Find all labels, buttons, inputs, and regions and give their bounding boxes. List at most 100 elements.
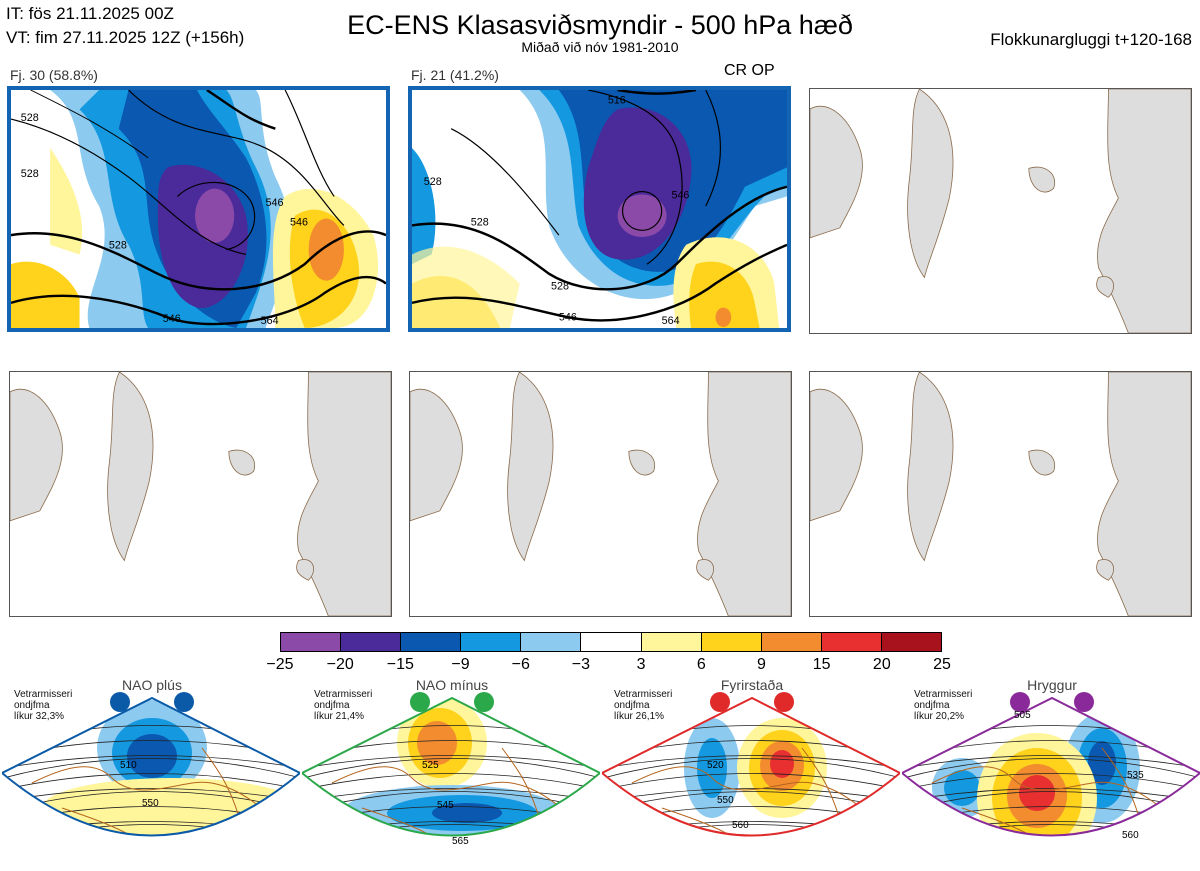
regime-diagram-1: 510 550 [2,692,300,837]
contour-label: 560 [1122,830,1139,841]
height-contour [602,773,900,793]
empty-map-graphic [410,372,791,616]
regime-marker-dot [174,692,194,712]
contour-label: 528 [471,217,489,229]
height-contour [902,855,1200,869]
contour-label: 546 [559,311,577,323]
colorbar-tick-label: 6 [696,656,706,673]
regime-probability: Vetrarmisseri ondjfma líkur 20,2% [914,689,972,722]
colorbar-swatch [641,633,702,651]
regime-outline [302,696,600,837]
height-contour [2,758,300,782]
height-contour [602,855,900,869]
regime-marker-dot [774,692,794,712]
regime-title: Fyrirstaða [720,677,784,693]
regime-outline [2,696,300,837]
colorbar-swatch [761,633,822,651]
colorbar-tick-label: −25 [266,656,294,673]
cr-op-label: CR OP [724,62,775,79]
height-contour [302,773,600,793]
colorbar-tick-label: 3 [636,656,646,673]
contour-label: 565 [452,836,469,847]
colorbar-tick-label: −9 [451,656,470,673]
regime-marker-dot [710,692,730,712]
height-contour [602,755,900,771]
panel-2-label: Fj. 21 (41.2%) [411,67,499,83]
height-contour [602,758,900,782]
empty-map-graphic [810,89,1191,333]
contour-label: 550 [717,795,734,806]
regime-probability-line: Vetrarmisseri [614,689,673,700]
colorbar-tick-label: −15 [386,656,414,673]
anomaly-shading [1019,775,1055,811]
anomaly-shading [697,738,727,798]
cluster-map-4[interactable] [9,371,392,617]
colorbar-tick-label: 9 [757,656,766,673]
regime-diagram-4: 505 535 560 [902,692,1200,869]
colorbar-swatch [581,633,642,651]
contour-label: 528 [21,168,39,180]
anomaly-shading [770,750,794,778]
height-contour [902,824,1200,836]
regime-probability-line: Vetrarmisseri [314,689,373,700]
regime-probability-line: líkur 32,3% [14,711,65,722]
height-contour [302,824,600,836]
regime-probability-line: ondjfma [314,700,350,711]
contour-label: 564 [261,315,279,327]
regime-marker-dot [110,692,130,712]
contour-label: 535 [1127,770,1144,781]
colorbar-tick-label: 20 [872,656,891,673]
contour-label: 528 [551,280,569,292]
anomaly-shading [1014,850,1050,862]
regime-probability-line: ondjfma [914,700,950,711]
regime-probability: Vetrarmisseri ondjfma líkur 32,3% [14,689,72,722]
anomaly-colorbar [280,632,942,652]
panel-1-label: Fj. 30 (58.8%) [10,67,98,83]
valid-time: VT: fim 27.11.2025 12Z (+156h) [6,28,245,47]
classification-window: Flokkunargluggi t+120-168 [990,30,1192,49]
contour-label: 564 [662,315,680,327]
anomaly-shading [432,803,502,823]
regime-title: NAO mínus [415,677,489,693]
colorbar-tick-label: −20 [326,656,354,673]
regime-diagram-2: 525 545 565 [302,692,600,847]
anomaly-shading [127,734,177,778]
height-contour [902,755,1200,771]
height-contour [302,755,600,771]
height-contour [902,840,1200,859]
contour-label: 505 [1014,710,1031,721]
regime-probability-line: líkur 20,2% [914,711,965,722]
contour-label: 525 [422,760,439,771]
contour-label: 520 [707,760,724,771]
regime-probability-line: líkur 26,1% [614,711,665,722]
contour-label: 560 [732,820,749,831]
cluster-map-5[interactable] [409,371,792,617]
colorbar-tick-label: 25 [933,656,951,673]
cluster-map-1-graphic: 528 528 528 546 546 546 564 [11,90,386,328]
regime-probability-line: ondjfma [614,700,650,711]
cluster-map-2[interactable]: 516 528 528 528 546 546 564 [408,86,791,332]
page-subtitle: Miðað við nóv 1981-2010 [521,39,679,55]
cluster-map-6[interactable] [809,371,1192,617]
colorbar-swatch [281,633,342,651]
contour-label: 528 [21,112,39,124]
regime-title: Hryggur [1027,677,1077,693]
colorbar-swatch [701,633,762,651]
height-contour [902,773,1200,793]
contour-label: 528 [109,240,127,252]
contour-label: 546 [671,189,689,201]
colorbar-tick-label: −3 [571,656,591,673]
page-title: EC-ENS Klasasviðsmyndir - 500 hPa hæð [347,10,853,40]
regime-probability-line: Vetrarmisseri [14,689,73,700]
cluster-map-2-graphic: 516 528 528 528 546 546 564 [412,90,787,328]
initial-time: IT: fös 21.11.2025 00Z [6,4,174,23]
cluster-map-1[interactable]: 528 528 528 546 546 546 564 [7,86,390,332]
contour-label: 545 [437,800,454,811]
regime-marker-dot [474,692,494,712]
colorbar-swatch [341,633,402,651]
contour-label: 546 [163,313,181,325]
regime-probability-line: líkur 21,4% [314,711,365,722]
regime-probability-line: Vetrarmisseri [914,689,973,700]
cluster-map-3[interactable] [809,88,1192,334]
regime-diagram-3: 520 550 560 [602,692,900,869]
